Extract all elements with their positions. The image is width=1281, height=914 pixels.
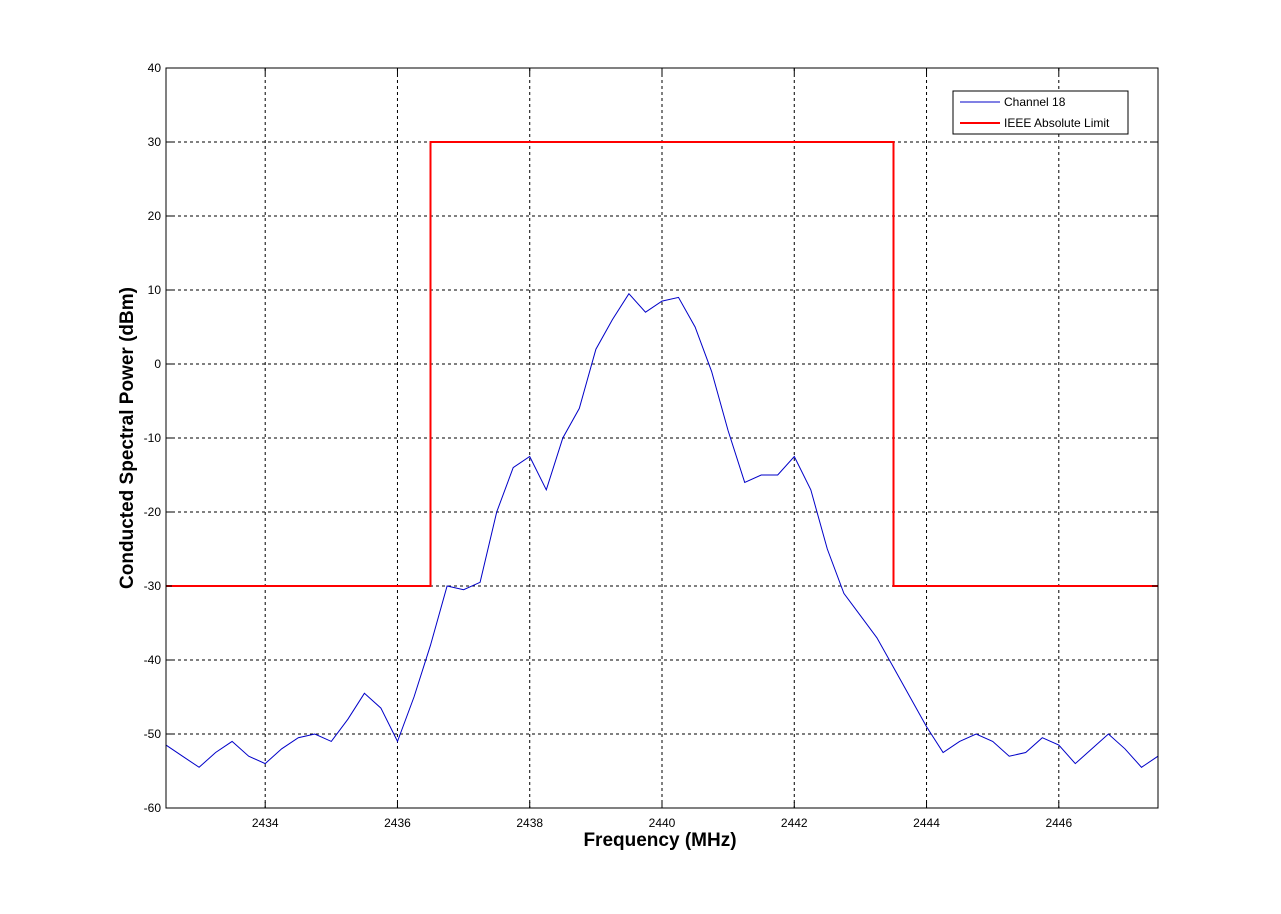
y-axis-label: Conducted Spectral Power (dBm)	[117, 287, 138, 589]
plot-area	[166, 68, 1158, 808]
x-tick-label: 2440	[649, 816, 676, 830]
legend: Channel 18 IEEE Absolute Limit	[952, 90, 1129, 135]
y-tick-label: 0	[154, 357, 161, 371]
y-tick-label: -60	[144, 801, 162, 815]
y-tick-label: 10	[148, 283, 162, 297]
x-axis-label: Frequency (MHz)	[583, 830, 736, 851]
y-tick-label: -10	[144, 431, 162, 445]
series-line-channel-18	[165, 292, 1159, 768]
x-tick-label: 2434	[252, 816, 279, 830]
series-line-ieee-limit	[166, 141, 1158, 587]
x-tick-label: 2436	[384, 816, 411, 830]
y-tick-label: 40	[148, 61, 162, 75]
legend-label-ieee-limit: IEEE Absolute Limit	[1004, 116, 1110, 130]
x-tick-label: 2442	[781, 816, 808, 830]
y-tick-label: 20	[148, 209, 162, 223]
tick-labels: 2434 2436 2438 2440 2442 2444 2446 -60 -50 -40 -30…	[144, 61, 1158, 830]
y-tick-label: -30	[144, 579, 162, 593]
x-tick-label: 2444	[913, 816, 940, 830]
legend-label-channel-18: Channel 18	[1004, 95, 1066, 109]
x-tick-label: 2446	[1045, 816, 1072, 830]
legend-box	[952, 90, 1129, 135]
series-layer	[165, 141, 1159, 768]
y-tick-label: -40	[144, 653, 162, 667]
y-tick-label: -20	[144, 505, 162, 519]
x-tick-label: 2438	[516, 816, 543, 830]
y-tick-label: 30	[148, 135, 162, 149]
y-tick-label: -50	[144, 727, 162, 741]
